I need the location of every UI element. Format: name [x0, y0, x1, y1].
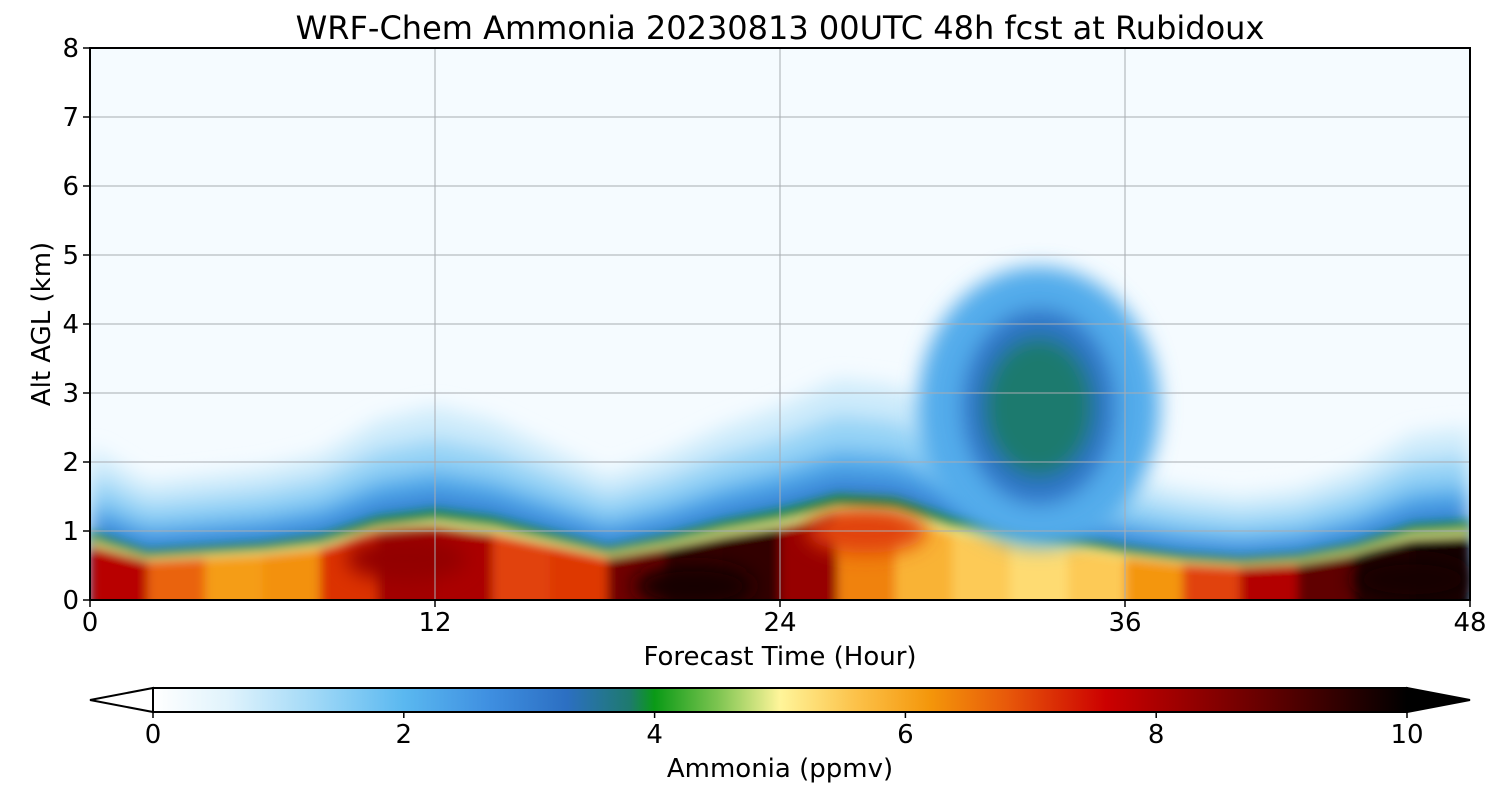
y-axis-ticks: 0 1 2 3 4 5 6 7 8	[62, 34, 90, 616]
colorbar-tick-label: 10	[1390, 720, 1423, 750]
surface-column	[1010, 539, 1068, 600]
chart-title: WRF-Chem Ammonia 20230813 00UTC 48h fcst…	[296, 9, 1265, 47]
y-tick-label: 6	[62, 172, 79, 202]
y-tick-label: 2	[62, 448, 79, 478]
surface-column	[1067, 548, 1125, 600]
y-tick-label: 8	[62, 34, 79, 64]
colorbar: 0 2 4 6 8 10 Ammonia (ppmv)	[89, 686, 1471, 784]
colorbar-label: Ammonia (ppmv)	[667, 754, 893, 784]
x-tick-label: 0	[82, 608, 99, 638]
plot-area	[90, 48, 1470, 600]
x-tick-label: 24	[763, 608, 796, 638]
surface-column	[952, 533, 1010, 600]
colorbar-tick-label: 6	[897, 720, 914, 750]
y-tick-label: 5	[62, 241, 79, 271]
colorbar-tick-label: 0	[145, 720, 162, 750]
y-axis-label: Alt AGL (km)	[27, 242, 57, 406]
surface-column	[550, 545, 608, 600]
plume-core	[633, 564, 754, 600]
x-axis-ticks: 0 12 24 36 48	[82, 600, 1487, 638]
colorbar-tick-label: 2	[396, 720, 413, 750]
y-tick-label: 1	[62, 517, 79, 547]
surface-column	[492, 533, 550, 600]
colorbar-tick-label: 8	[1148, 720, 1165, 750]
surface-column	[90, 545, 148, 600]
colorbar-max-extend	[1406, 686, 1471, 714]
colorbar-ticks: 0 2 4 6 8 10	[145, 712, 1424, 750]
colorbar-tick-label: 4	[646, 720, 663, 750]
surface-column	[1297, 554, 1355, 600]
colorbar-gradient	[152, 687, 1408, 713]
x-tick-label: 48	[1453, 608, 1486, 638]
surface-column	[262, 548, 320, 600]
plume-core	[983, 336, 1094, 477]
y-tick-label: 3	[62, 379, 79, 409]
surface-column	[1182, 563, 1240, 600]
colorbar-min-extend	[89, 686, 154, 714]
grid-lines	[90, 48, 1470, 600]
plume-core	[346, 536, 467, 581]
surface-column	[1240, 563, 1298, 600]
plume-features	[346, 266, 1470, 600]
x-axis-label: Forecast Time (Hour)	[643, 642, 916, 672]
x-tick-label: 36	[1108, 608, 1141, 638]
surface-column	[147, 557, 205, 600]
x-tick-label: 12	[418, 608, 451, 638]
plume-core	[1352, 557, 1470, 600]
surface-column	[1125, 557, 1183, 600]
surface-column	[205, 554, 263, 600]
y-tick-label: 0	[62, 586, 79, 616]
y-tick-label: 4	[62, 310, 79, 340]
y-tick-label: 7	[62, 103, 79, 133]
